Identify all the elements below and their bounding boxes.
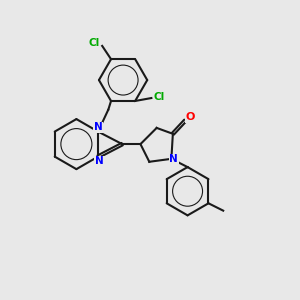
Text: O: O <box>186 112 195 122</box>
Text: Cl: Cl <box>88 38 100 48</box>
Text: N: N <box>94 122 102 133</box>
Text: N: N <box>95 156 104 166</box>
Text: N: N <box>169 154 178 164</box>
Text: Cl: Cl <box>154 92 165 102</box>
